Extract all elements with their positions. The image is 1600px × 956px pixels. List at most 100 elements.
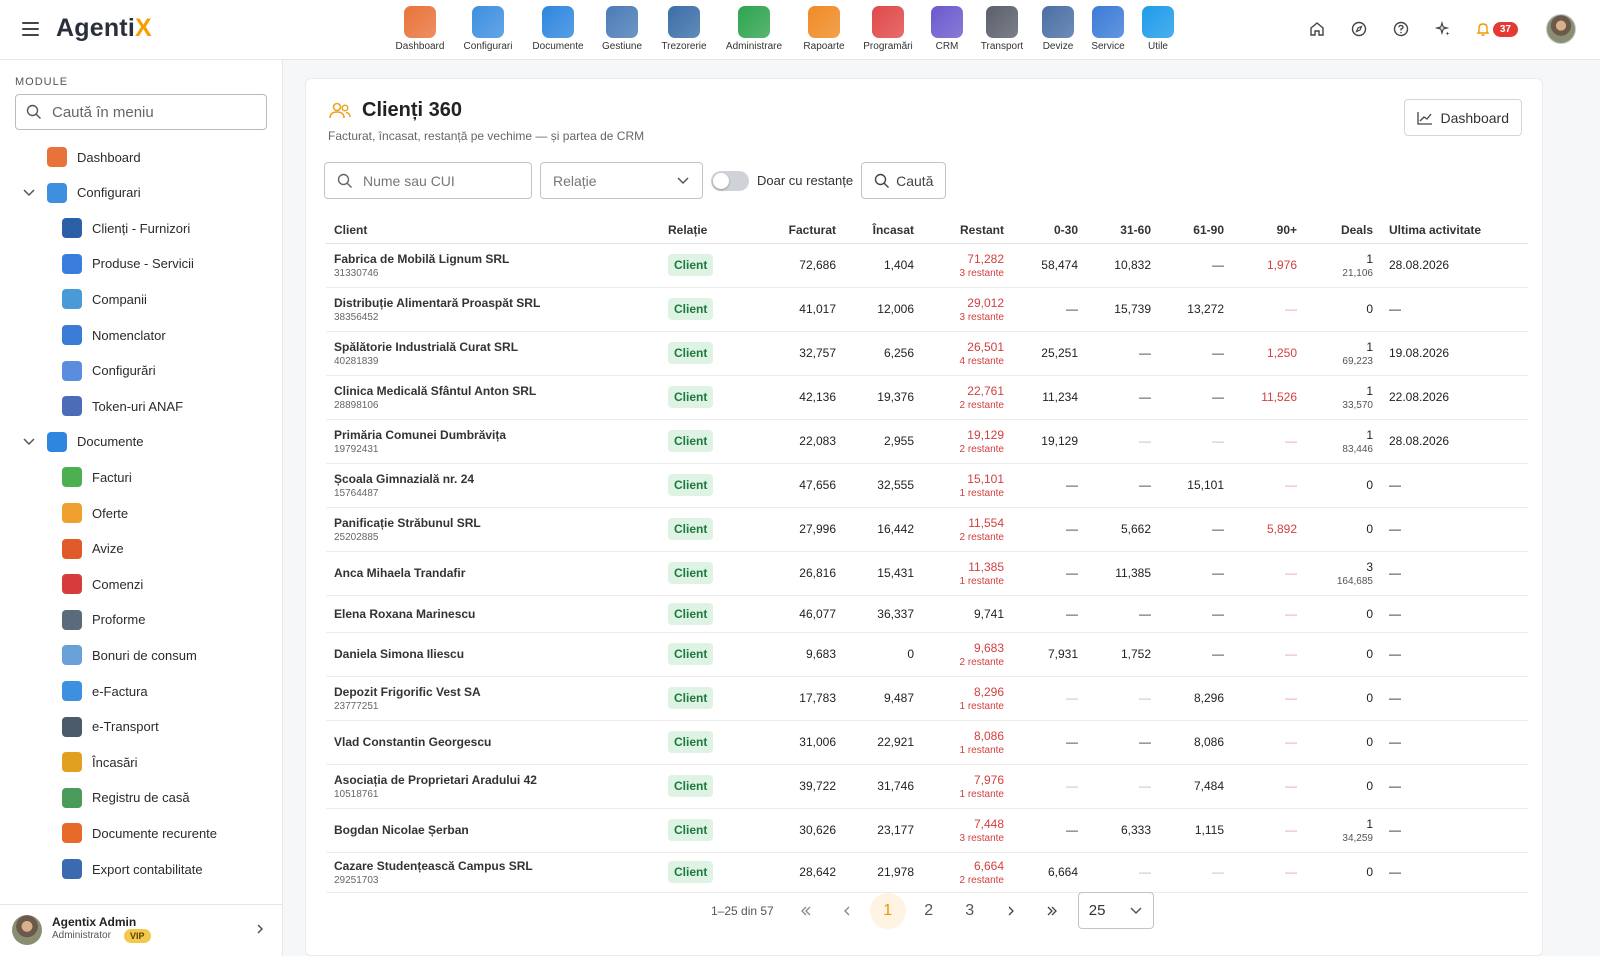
module-5[interactable]: Administrare [724,6,784,52]
table-row[interactable]: Școala Gimnazială nr. 24 15764487 Client 47… [326,463,1528,508]
sidebar-item-6[interactable]: Configurări [62,356,156,386]
column-header[interactable]: Client [326,217,660,244]
page-number-1[interactable]: 1 [869,892,906,929]
module-10[interactable]: Devize [1028,6,1088,52]
client-cell[interactable]: Depozit Frigorific Vest SA 23777251 [326,676,660,721]
table-row[interactable]: Fabrica de Mobilă Lignum SRL 31330746 Clie… [326,243,1528,288]
table-row[interactable]: Vlad Constantin Georgescu Client 31,006 22,… [326,720,1528,765]
table-row[interactable]: Spălătorie Industrială Curat SRL 40281839… [326,331,1528,376]
column-header[interactable]: Încasat [844,217,922,244]
table-row[interactable]: Asociația de Proprietari Aradului 42 1051… [326,764,1528,809]
hamburger-menu-icon[interactable] [22,22,39,36]
module-4[interactable]: Trezorerie [654,6,714,52]
sidebar-item-12[interactable]: Comenzi [62,569,143,599]
sidebar-item-0[interactable]: Dashboard [47,142,141,172]
client-cell[interactable]: Vlad Constantin Georgescu [326,720,660,765]
client-name[interactable]: Asociația de Proprietari Aradului 42 [334,772,537,787]
client-search-input[interactable] [363,172,513,189]
help-icon[interactable] [1391,19,1411,39]
sidebar-item-11[interactable]: Avize [62,534,124,564]
client-name[interactable]: Cazare Studențească Campus SRL [334,858,533,873]
module-7[interactable]: Programări [858,6,918,52]
client-cell[interactable]: Asociația de Proprietari Aradului 42 1051… [326,764,660,809]
client-name[interactable]: Elena Roxana Marinescu [334,606,476,621]
client-name[interactable]: Depozit Frigorific Vest SA [334,684,481,699]
column-header[interactable]: 31-60 [1086,217,1159,244]
client-cell[interactable]: Cazare Studențească Campus SRL 29251703 [326,852,660,893]
sidebar-user-panel[interactable]: Agentix Admin Administrator VIP [0,904,282,956]
module-8[interactable]: CRM [917,6,977,52]
module-3[interactable]: Gestiune [592,6,652,52]
first-page-icon[interactable] [788,893,824,929]
sparkle-ai-icon[interactable] [1433,19,1453,39]
user-avatar[interactable] [1546,14,1576,44]
sidebar-item-5[interactable]: Nomenclator [62,320,166,350]
sidebar-item-1[interactable]: Configurari [47,178,141,208]
client-name[interactable]: Școala Gimnazială nr. 24 [334,471,475,486]
sidebar-item-18[interactable]: Registru de casă [62,783,190,813]
module-11[interactable]: Service [1078,6,1138,52]
client-cell[interactable]: Clinica Medicală Sfântul Anton SRL 288981… [326,375,660,420]
client-cell[interactable]: Primăria Comunei Dumbrăvița 19792431 [326,419,660,464]
chevron-down-icon[interactable] [22,435,36,449]
client-name[interactable]: Daniela Simona Iliescu [334,647,465,661]
sidebar-item-2[interactable]: Clienți - Furnizori [62,213,190,243]
page-number-2[interactable]: 2 [924,901,934,919]
module-0[interactable]: Dashboard [390,6,450,52]
rows-per-page-select[interactable]: 25 [1077,892,1154,929]
client-name[interactable]: Vlad Constantin Georgescu [334,735,492,749]
notifications-button[interactable]: 37 [1475,21,1518,37]
dashboard-button[interactable]: Dashboard [1403,99,1522,136]
table-row[interactable]: Depozit Frigorific Vest SA 23777251 Client… [326,676,1528,721]
table-row[interactable]: Cazare Studențească Campus SRL 29251703 Cl… [326,852,1528,893]
module-9[interactable]: Transport [972,6,1032,52]
client-cell[interactable]: Bogdan Nicolae Șerban [326,808,660,853]
client-name[interactable]: Primăria Comunei Dumbrăvița [334,427,507,442]
home-icon[interactable] [1307,19,1327,39]
table-row[interactable]: Anca Mihaela Trandafir Client 26,816 15,431… [326,551,1528,596]
menu-search-input[interactable] [52,103,252,121]
page-number-3[interactable]: 3 [965,901,975,919]
module-1[interactable]: Configurari [458,6,518,52]
column-header[interactable]: 0-30 [1012,217,1086,244]
relation-select[interactable]: Relație [540,162,703,199]
client-name[interactable]: Anca Mihaela Trandafir [334,566,466,580]
search-button[interactable]: Caută [861,162,947,199]
client-cell[interactable]: Fabrica de Mobilă Lignum SRL 31330746 [326,243,660,288]
previous-page-icon[interactable] [829,893,865,929]
sidebar-item-7[interactable]: Token-uri ANAF [62,391,183,421]
sidebar-item-9[interactable]: Facturi [62,462,132,492]
sidebar-item-3[interactable]: Produse - Servicii [62,249,194,279]
app-logo[interactable]: AgentiX [56,14,152,42]
module-2[interactable]: Documente [528,6,588,52]
sidebar-item-4[interactable]: Companii [62,284,147,314]
sidebar-item-13[interactable]: Proforme [62,605,145,635]
sidebar-item-10[interactable]: Oferte [62,498,128,528]
sidebar-item-17[interactable]: Încasări [62,747,138,777]
table-row[interactable]: Daniela Simona Iliescu Client 9,683 0 9,683 2… [326,632,1528,677]
client-name[interactable]: Fabrica de Mobilă Lignum SRL [334,251,510,266]
client-cell[interactable]: Daniela Simona Iliescu [326,632,660,677]
module-6[interactable]: Rapoarte [794,6,854,52]
column-header[interactable]: 90+ [1232,217,1305,244]
client-cell[interactable]: Elena Roxana Marinescu [326,595,660,633]
chevron-down-icon[interactable] [22,186,36,200]
module-12[interactable]: Utile [1128,6,1188,52]
client-name[interactable]: Spălătorie Industrială Curat SRL [334,339,519,354]
column-header[interactable]: Ultima activitate [1381,217,1528,244]
sidebar-item-16[interactable]: e-Transport [62,712,159,742]
client-search-field[interactable] [324,162,532,199]
table-row[interactable]: Clinica Medicală Sfântul Anton SRL 288981… [326,375,1528,420]
column-header[interactable]: 61-90 [1159,217,1232,244]
sidebar-item-15[interactable]: e-Factura [62,676,148,706]
table-row[interactable]: Primăria Comunei Dumbrăvița 19792431 Clien… [326,419,1528,464]
next-page-icon[interactable] [993,893,1029,929]
menu-search[interactable] [15,94,267,130]
table-row[interactable]: Bogdan Nicolae Șerban Client 30,626 23,177 7… [326,808,1528,853]
client-name[interactable]: Bogdan Nicolae Șerban [334,823,469,837]
column-header[interactable]: Restant [922,217,1012,244]
sidebar-item-20[interactable]: Export contabilitate [62,854,203,884]
client-cell[interactable]: Distribuție Alimentară Proaspăt SRL 38356… [326,287,660,332]
table-row[interactable]: Distribuție Alimentară Proaspăt SRL 38356… [326,287,1528,332]
compass-icon[interactable] [1349,19,1369,39]
